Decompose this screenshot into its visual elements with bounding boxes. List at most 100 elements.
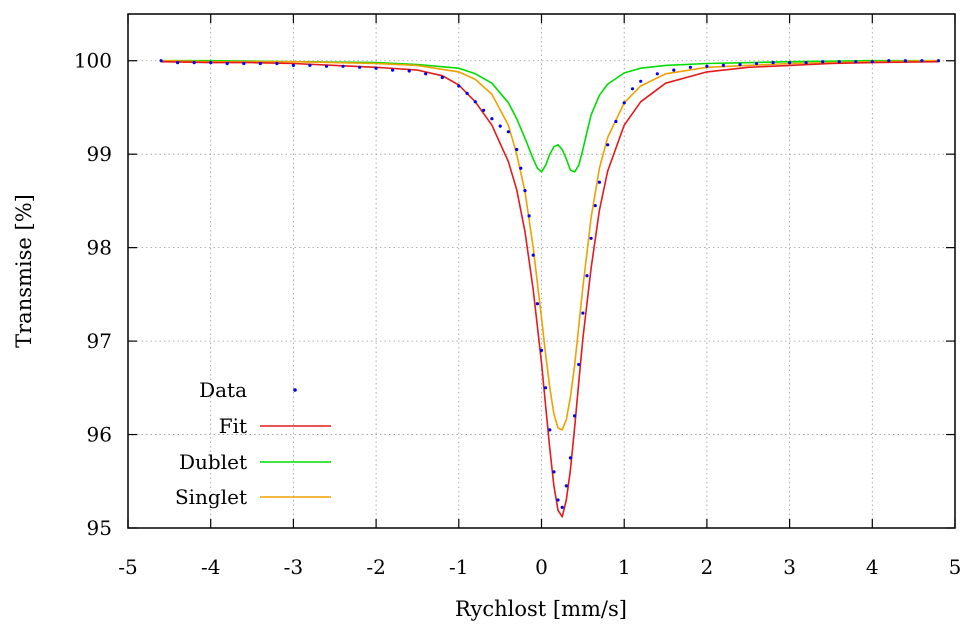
data-point xyxy=(498,124,502,128)
series-group xyxy=(159,59,941,518)
data-point xyxy=(738,62,742,67)
dublet-line xyxy=(161,59,939,173)
data-point xyxy=(672,68,676,72)
data-point xyxy=(622,101,626,105)
data-point xyxy=(490,117,494,121)
data-point xyxy=(374,66,378,70)
data-point xyxy=(159,59,163,63)
data-point xyxy=(548,428,552,432)
data-point xyxy=(275,61,279,66)
data-point xyxy=(407,69,411,73)
x-tick-label: 1 xyxy=(618,555,631,579)
legend-label-data: Data xyxy=(199,378,247,402)
data-point xyxy=(568,456,573,460)
data-point xyxy=(473,100,477,104)
y-tick-label: 97 xyxy=(87,329,112,353)
data-point xyxy=(788,61,792,65)
data-point xyxy=(560,505,564,509)
y-tick-label: 95 xyxy=(87,516,112,540)
data-point xyxy=(391,68,395,72)
data-point xyxy=(242,61,246,66)
data-point xyxy=(523,189,527,193)
data-point xyxy=(527,214,531,218)
data-point xyxy=(531,253,535,257)
data-point xyxy=(597,180,602,184)
data-point xyxy=(903,59,908,63)
x-tick-label: 5 xyxy=(949,555,962,579)
data-point xyxy=(655,72,659,76)
y-tick-label: 98 xyxy=(87,236,112,260)
y-axis-title: Transmise [%] xyxy=(12,194,36,348)
data-point xyxy=(630,87,635,91)
data-point xyxy=(544,386,548,390)
axis-ticks xyxy=(127,14,956,529)
series-dublet xyxy=(161,59,939,173)
data-point xyxy=(854,60,858,64)
data-point xyxy=(176,61,180,65)
legend-label-singlet: Singlet xyxy=(175,485,247,509)
data-point xyxy=(440,75,444,80)
data-point xyxy=(639,79,643,83)
series-fit xyxy=(161,60,939,518)
legend: Data Fit Dublet Singlet xyxy=(175,378,331,509)
x-tick-label: -2 xyxy=(366,555,385,579)
grid xyxy=(128,14,955,528)
y-tick-label: 99 xyxy=(87,142,112,166)
legend-label-dublet: Dublet xyxy=(179,450,247,474)
data-point xyxy=(936,59,941,63)
data-point xyxy=(754,61,759,66)
data-point xyxy=(424,72,428,76)
x-tick-labels: -5 -4 -3 -2 -1 0 1 2 3 4 5 xyxy=(118,555,961,579)
x-tick-label: 0 xyxy=(535,555,548,579)
x-tick-label: 2 xyxy=(701,555,714,579)
data-point xyxy=(341,64,345,68)
data-point xyxy=(291,63,295,67)
x-tick-label: -3 xyxy=(284,555,303,579)
data-point xyxy=(258,61,262,66)
data-point xyxy=(465,91,469,95)
data-point xyxy=(870,60,874,64)
data-point xyxy=(535,302,540,306)
data-point xyxy=(552,470,556,474)
data-point xyxy=(192,61,196,65)
data-point xyxy=(837,60,841,64)
data-point xyxy=(721,63,726,67)
fit-line xyxy=(161,60,939,518)
data-point xyxy=(358,65,362,69)
y-tick-labels: 95 96 97 98 99 100 xyxy=(74,49,112,540)
y-tick-label: 100 xyxy=(74,49,112,73)
data-point xyxy=(821,60,825,64)
series-singlet xyxy=(161,59,939,431)
data-point xyxy=(225,61,229,66)
data-point xyxy=(519,166,523,170)
data-point xyxy=(581,311,585,315)
data-point xyxy=(614,119,618,124)
y-tick-label: 96 xyxy=(87,423,112,447)
data-point xyxy=(539,348,544,352)
data-point xyxy=(324,64,329,68)
x-tick-label: 4 xyxy=(866,555,879,579)
x-tick-label: -5 xyxy=(118,555,137,579)
data-point xyxy=(482,108,486,112)
data-point xyxy=(515,147,519,152)
data-point xyxy=(688,65,693,69)
data-point xyxy=(573,414,577,418)
legend-label-fit: Fit xyxy=(219,414,247,438)
data-point xyxy=(585,274,589,278)
x-tick-label: -4 xyxy=(201,555,220,579)
data-point xyxy=(606,143,610,147)
x-tick-label: 3 xyxy=(783,555,796,579)
data-point xyxy=(556,498,560,502)
data-point xyxy=(705,64,709,68)
data-point xyxy=(920,59,924,63)
x-tick-label: -1 xyxy=(449,555,468,579)
data-point xyxy=(593,204,597,208)
x-axis-title: Rychlost [mm/s] xyxy=(455,597,627,621)
data-point xyxy=(209,61,213,65)
data-point xyxy=(887,59,891,63)
singlet-line xyxy=(161,59,939,431)
data-point xyxy=(564,484,568,488)
data-point xyxy=(577,362,581,367)
data-point xyxy=(589,236,593,240)
